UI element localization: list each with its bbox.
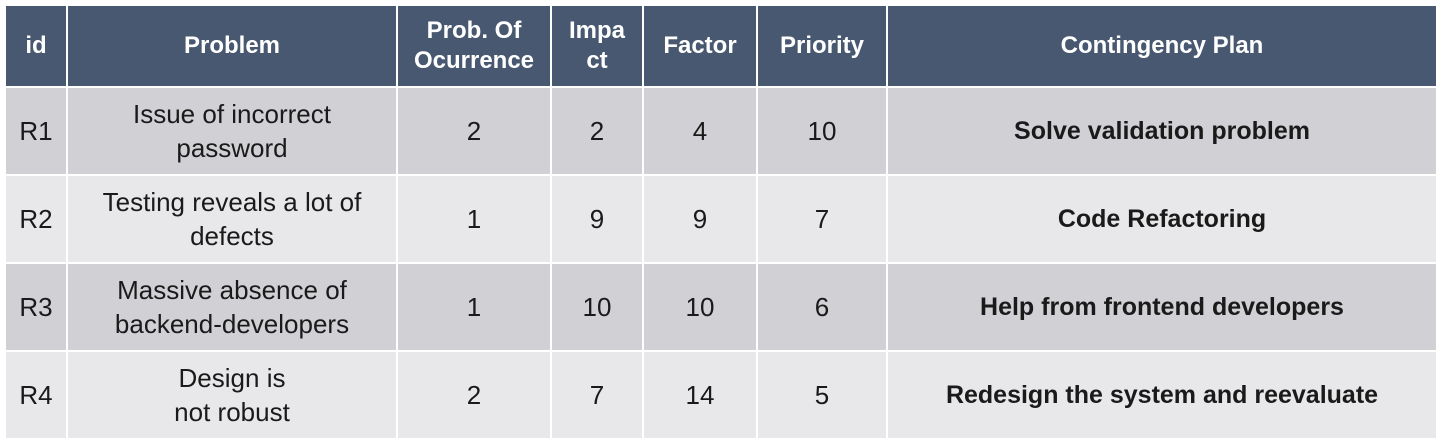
cell-priority: 5: [756, 350, 888, 440]
cell-problem: Massive absence of backend-developers: [66, 262, 398, 352]
cell-problem: Testing reveals a lot of defects: [66, 174, 398, 264]
cell-prob-occurrence: 1: [396, 262, 552, 352]
cell-prob-occurrence: 2: [396, 86, 552, 176]
header-problem: Problem: [66, 4, 398, 88]
header-factor: Factor: [642, 4, 758, 88]
cell-prob-occurrence: 1: [396, 174, 552, 264]
header-row: id Problem Prob. Of Ocurrence Impa ct Fa…: [4, 4, 1438, 88]
cell-factor: 14: [642, 350, 758, 440]
header-priority: Priority: [756, 4, 888, 88]
cell-impact: 9: [550, 174, 644, 264]
cell-factor: 10: [642, 262, 758, 352]
cell-contingency-plan: Code Refactoring: [886, 174, 1438, 264]
cell-factor: 9: [642, 174, 758, 264]
cell-priority: 10: [756, 86, 888, 176]
header-impact: Impa ct: [550, 4, 644, 88]
cell-problem: Issue of incorrect password: [66, 86, 398, 176]
cell-impact: 7: [550, 350, 644, 440]
cell-contingency-plan: Redesign the system and reevaluate: [886, 350, 1438, 440]
cell-impact: 2: [550, 86, 644, 176]
cell-priority: 7: [756, 174, 888, 264]
table-row: R2 Testing reveals a lot of defects 1 9 …: [4, 174, 1438, 264]
cell-id: R4: [4, 350, 68, 440]
table-header: id Problem Prob. Of Ocurrence Impa ct Fa…: [4, 4, 1438, 88]
header-prob-occurrence: Prob. Of Ocurrence: [396, 4, 552, 88]
cell-id: R1: [4, 86, 68, 176]
cell-impact: 10: [550, 262, 644, 352]
cell-contingency-plan: Help from frontend developers: [886, 262, 1438, 352]
cell-contingency-plan: Solve validation problem: [886, 86, 1438, 176]
cell-factor: 4: [642, 86, 758, 176]
risk-table: id Problem Prob. Of Ocurrence Impa ct Fa…: [4, 4, 1438, 440]
table-row: R1 Issue of incorrect password 2 2 4 10 …: [4, 86, 1438, 176]
table-row: R3 Massive absence of backend-developers…: [4, 262, 1438, 352]
header-contingency-plan: Contingency Plan: [886, 4, 1438, 88]
cell-problem: Design is not robust: [66, 350, 398, 440]
cell-id: R2: [4, 174, 68, 264]
cell-priority: 6: [756, 262, 888, 352]
table-body: R1 Issue of incorrect password 2 2 4 10 …: [4, 86, 1438, 440]
table-row: R4 Design is not robust 2 7 14 5 Redesig…: [4, 350, 1438, 440]
cell-id: R3: [4, 262, 68, 352]
cell-prob-occurrence: 2: [396, 350, 552, 440]
header-id: id: [4, 4, 68, 88]
